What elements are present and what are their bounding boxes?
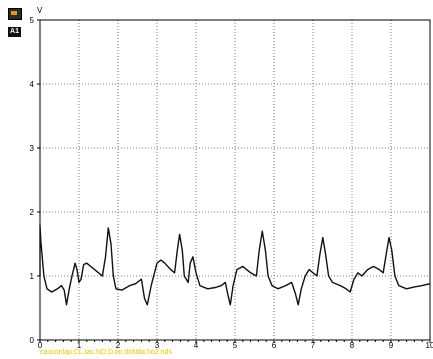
trace-layer: [39, 224, 431, 306]
y-tick-label: 3: [30, 144, 35, 153]
y-tick-label: 2: [30, 208, 35, 217]
voltage-trace: [39, 224, 431, 306]
x-tick-label: 1: [77, 341, 82, 350]
y-tick-label: 5: [30, 16, 35, 25]
x-tick-label: 9: [389, 341, 394, 350]
x-tick-label: 7: [311, 341, 316, 350]
x-tick-label: 8: [350, 341, 355, 350]
y-tick-label: 4: [30, 80, 35, 89]
x-tick-label: 10: [426, 341, 433, 350]
x-tick-label: 2: [116, 341, 121, 350]
x-tick-label: 5: [233, 341, 238, 350]
x-tick-label: 4: [194, 341, 199, 350]
channel-badge[interactable]: A1: [8, 27, 21, 37]
y-tick-label: 0: [30, 336, 35, 345]
y-tick-label: 1: [30, 272, 35, 281]
grid: [40, 20, 430, 340]
x-tick-label: 0: [38, 341, 43, 350]
axes: 0 1 2 3 4 5 0 1 2 3 4 5 6 7 8 9 10: [30, 16, 433, 350]
channel-color-icon[interactable]: [8, 8, 22, 20]
footer-note: cauconlap.CL.tac.ND.D.tin.tbtNtbt.ho2 nd…: [40, 349, 172, 356]
x-tick-label: 6: [272, 341, 277, 350]
y-axis-unit: V: [37, 6, 43, 15]
x-tick-label: 3: [155, 341, 160, 350]
